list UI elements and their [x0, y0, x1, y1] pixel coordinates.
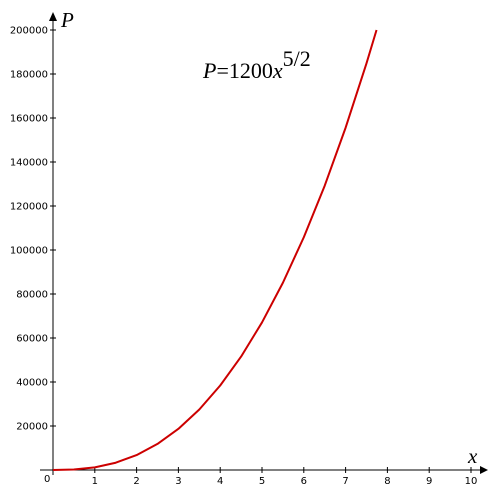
x-tick-label: 5 [259, 476, 265, 487]
x-tick-label: 1 [92, 476, 98, 487]
y-axis-arrow [49, 12, 57, 21]
x-tick-label: 2 [133, 476, 139, 487]
y-tick-label: 120000 [10, 202, 48, 213]
x-tick-label: 3 [175, 476, 181, 487]
equation-prefix: P [202, 58, 216, 83]
x-tick-label: 7 [342, 476, 348, 487]
y-tick-label: 80000 [16, 290, 48, 301]
x-axis-arrow [480, 466, 488, 474]
equation-coefficient: =1200 [216, 58, 272, 83]
y-tick-label: 60000 [16, 334, 48, 345]
x-tick-label: 4 [217, 476, 223, 487]
equation-annotation: P=1200x5/2 [202, 46, 311, 83]
x-axis-label: x [467, 444, 478, 468]
x-tick-label: 6 [301, 476, 307, 487]
y-tick-label: 40000 [16, 378, 48, 389]
x-tick-label: 10 [465, 476, 478, 487]
x-tick-label: 9 [426, 476, 432, 487]
series-curve [52, 29, 378, 471]
x-axis [40, 466, 488, 474]
y-axis [49, 12, 57, 475]
origin-label: 0 [44, 474, 50, 485]
y-tick-label: 160000 [10, 114, 48, 125]
y-tick-label: 20000 [16, 422, 48, 433]
x-tick-label: 8 [384, 476, 390, 487]
y-axis-label: P [60, 8, 74, 32]
equation-variable: x [272, 58, 283, 83]
equation-exponent: 5/2 [283, 46, 311, 71]
y-tick-label: 200000 [10, 26, 48, 37]
y-tick-label: 180000 [10, 70, 48, 81]
y-tick-label: 140000 [10, 158, 48, 169]
y-tick-label: 100000 [10, 246, 48, 257]
